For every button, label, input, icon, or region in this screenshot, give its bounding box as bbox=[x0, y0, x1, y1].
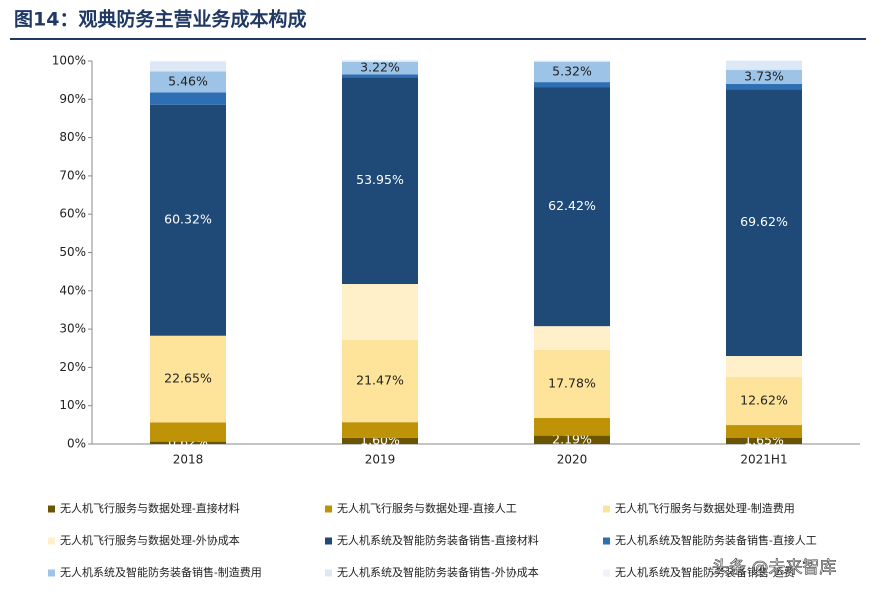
bar-segment bbox=[534, 82, 610, 88]
legend-label: 无人机系统及智能防务装备销售-直接人工 bbox=[615, 533, 817, 547]
bar-segment bbox=[726, 60, 802, 70]
bar-segment bbox=[534, 417, 610, 436]
bar-segment bbox=[534, 326, 610, 350]
x-tick-label: 2021H1 bbox=[740, 453, 787, 467]
x-tick-label: 2020 bbox=[557, 453, 588, 467]
bar-segment bbox=[726, 425, 802, 438]
value-label: 3.73% bbox=[744, 68, 784, 83]
bar-segment bbox=[726, 69, 802, 85]
legend-label: 无人机系统及智能防务装备销售-外协成本 bbox=[337, 565, 539, 579]
bar-segment bbox=[534, 435, 610, 444]
legend-swatch bbox=[48, 505, 55, 513]
bar-segment bbox=[726, 84, 802, 90]
y-tick-label: 40% bbox=[59, 283, 86, 297]
bar-segment bbox=[342, 59, 418, 61]
bar-segment bbox=[726, 437, 802, 444]
bar-segment bbox=[342, 77, 418, 285]
bar-segment bbox=[150, 441, 226, 444]
y-tick-label: 60% bbox=[59, 207, 86, 221]
bar-segment bbox=[534, 87, 610, 327]
value-label: 3.22% bbox=[360, 60, 400, 75]
value-label: 62.42% bbox=[548, 198, 596, 213]
bar-segment bbox=[534, 60, 610, 61]
y-tick-label: 70% bbox=[59, 168, 86, 182]
y-tick-label: 90% bbox=[59, 92, 86, 106]
bar-segment bbox=[726, 60, 802, 61]
bar-segment bbox=[726, 356, 802, 377]
value-label: 5.46% bbox=[168, 73, 208, 88]
value-label: 5.32% bbox=[552, 63, 592, 78]
bar-segment bbox=[150, 335, 226, 423]
legend-swatch bbox=[603, 537, 610, 545]
legend-swatch bbox=[603, 505, 610, 513]
bar-segment bbox=[342, 60, 418, 62]
y-tick-label: 80% bbox=[59, 130, 86, 144]
y-tick-label: 50% bbox=[59, 245, 86, 259]
y-tick-label: 30% bbox=[59, 322, 86, 336]
y-tick-label: 0% bbox=[67, 437, 86, 451]
value-label: 12.62% bbox=[740, 392, 788, 407]
bar-segment bbox=[534, 349, 610, 418]
legend-swatch bbox=[48, 569, 55, 577]
value-label: 60.32% bbox=[164, 212, 212, 227]
legend-swatch bbox=[603, 569, 610, 577]
legend-label: 无人机飞行服务与数据处理-直接材料 bbox=[60, 501, 240, 515]
legend-label: 无人机系统及智能防务装备销售-直接材料 bbox=[337, 533, 539, 547]
value-label: 53.95% bbox=[356, 172, 404, 187]
watermark: 头条 @未来智库 bbox=[712, 558, 836, 578]
bar-segment bbox=[342, 284, 418, 340]
legend-label: 无人机飞行服务与数据处理-直接人工 bbox=[337, 501, 517, 515]
bar-segment bbox=[726, 376, 802, 426]
legend-label: 无人机飞行服务与数据处理-外协成本 bbox=[60, 533, 240, 547]
y-tick-label: 10% bbox=[59, 398, 86, 412]
bar-segment bbox=[726, 89, 802, 357]
bar-segment bbox=[150, 61, 226, 72]
legend-swatch bbox=[325, 505, 332, 513]
bar-segment bbox=[342, 61, 418, 75]
bar-segment bbox=[150, 71, 226, 93]
bar-segment bbox=[342, 339, 418, 423]
bar-segment bbox=[150, 92, 226, 105]
bar-segment bbox=[534, 60, 610, 62]
bar-segment bbox=[150, 422, 226, 442]
y-tick-label: 100% bbox=[52, 54, 86, 68]
bar-segment bbox=[342, 422, 418, 438]
y-tick-label: 20% bbox=[59, 360, 86, 374]
value-label: 21.47% bbox=[356, 373, 404, 388]
bar-segment bbox=[534, 61, 610, 83]
legend-swatch bbox=[48, 537, 55, 545]
bar-segment bbox=[150, 104, 226, 336]
bar-segment bbox=[342, 437, 418, 444]
chart-title: 图14：观典防务主营业务成本构成 bbox=[14, 8, 306, 31]
legend-label: 无人机系统及智能防务装备销售-运费 bbox=[615, 565, 795, 579]
legend-label: 无人机系统及智能防务装备销售-制造费用 bbox=[60, 565, 262, 579]
x-tick-label: 2019 bbox=[365, 453, 396, 467]
legend-swatch bbox=[325, 537, 332, 545]
legend-label: 无人机飞行服务与数据处理-制造费用 bbox=[615, 501, 795, 515]
bar-segment bbox=[342, 74, 418, 78]
bar-segment bbox=[150, 60, 226, 62]
value-label: 69.62% bbox=[740, 214, 788, 229]
value-label: 22.65% bbox=[164, 371, 212, 386]
legend-swatch bbox=[325, 569, 332, 577]
value-label: 17.78% bbox=[548, 375, 596, 390]
x-tick-label: 2018 bbox=[173, 453, 204, 467]
